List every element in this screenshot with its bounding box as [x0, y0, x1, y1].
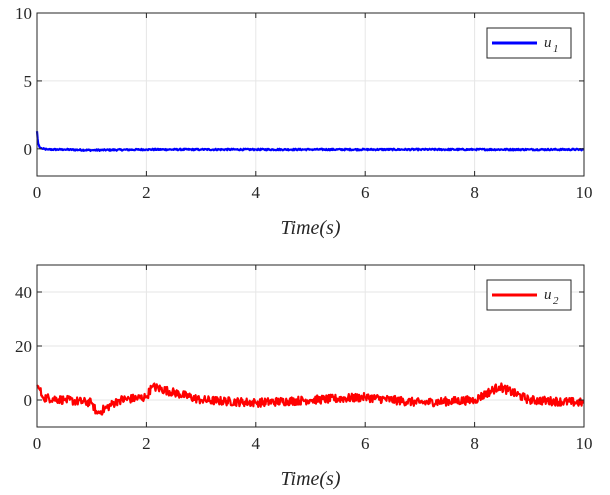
x-tick-label: 6: [361, 183, 370, 202]
x-tick-label: 10: [576, 434, 593, 453]
legend-label: u: [544, 287, 552, 303]
legend-label-subscript: 1: [553, 43, 559, 55]
x-tick-label: 2: [142, 434, 151, 453]
x-tick-label: 0: [33, 434, 42, 453]
y-tick-label: 10: [15, 4, 32, 23]
x-axis-label: Time(s): [281, 217, 341, 239]
x-tick-label: 6: [361, 434, 370, 453]
x-tick-label: 10: [576, 183, 593, 202]
y-tick-label: 20: [15, 337, 32, 356]
y-tick-label: 0: [24, 140, 33, 159]
x-tick-label: 4: [252, 434, 261, 453]
x-tick-label: 8: [470, 183, 479, 202]
y-tick-label: 40: [15, 283, 32, 302]
x-tick-label: 4: [252, 183, 261, 202]
x-tick-label: 0: [33, 183, 42, 202]
y-tick-label: 5: [24, 72, 33, 91]
y-tick-label: 0: [24, 391, 33, 410]
legend-label-subscript: 2: [553, 295, 559, 307]
legend-label: u: [544, 35, 552, 51]
x-tick-label: 8: [470, 434, 479, 453]
x-axis-label: Time(s): [281, 468, 341, 490]
x-tick-label: 2: [142, 183, 151, 202]
